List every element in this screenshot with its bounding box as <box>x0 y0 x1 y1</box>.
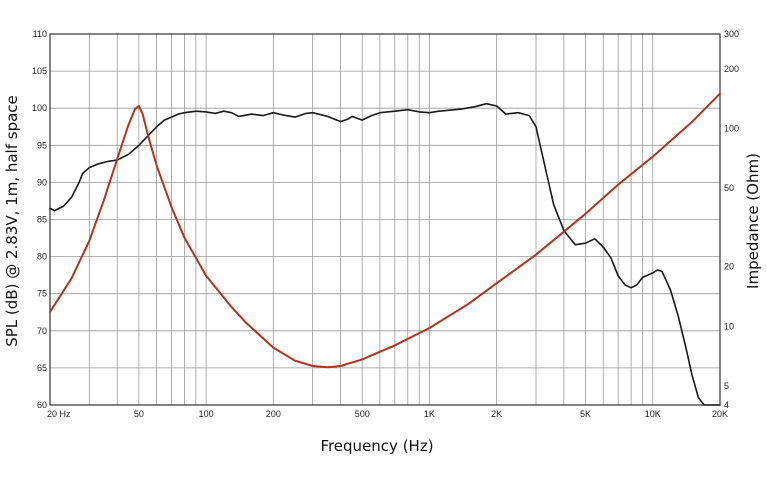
right-y-tick-label: 5 <box>724 381 729 391</box>
chart-series <box>49 92 721 406</box>
x-tick-label: 20K <box>712 409 728 419</box>
left-y-tick-label: 80 <box>37 252 47 262</box>
x-axis-title: Frequency (Hz) <box>320 437 433 455</box>
x-tick-label: 5K <box>580 409 591 419</box>
left-y-tick-label: 60 <box>37 400 47 410</box>
left-y-tick-label: 65 <box>37 363 47 373</box>
x-tick-label: 20 Hz <box>47 409 71 419</box>
x-tick-label: 200 <box>266 409 281 419</box>
plot-frame <box>49 33 721 406</box>
left-y-tick-label: 75 <box>37 289 47 299</box>
right-y-tick-label: 300 <box>724 29 739 39</box>
right-y-tick-label: 10 <box>724 321 734 331</box>
x-tick-label: 50 <box>134 409 144 419</box>
left-y-tick-labels: 60 65 70 75 80 85 90 95 100 105 110 <box>32 29 47 410</box>
spl-curve <box>49 102 721 406</box>
x-tick-label: 100 <box>199 409 214 419</box>
x-tick-label: 1K <box>424 409 435 419</box>
left-y-tick-label: 85 <box>37 215 47 225</box>
left-y-tick-label: 105 <box>32 66 47 76</box>
x-tick-label: 10K <box>645 409 661 419</box>
left-y-axis-title: SPL (dB) @ 2.83V, 1m, half space <box>3 95 21 347</box>
x-tick-label: 500 <box>355 409 370 419</box>
right-y-tick-label: 50 <box>724 183 734 193</box>
right-y-tick-label: 100 <box>724 123 739 133</box>
right-y-tick-label: 200 <box>724 64 739 74</box>
plot-border <box>49 33 721 406</box>
left-y-tick-label: 110 <box>33 29 47 39</box>
x-tick-labels: 20 Hz 50 100 200 500 1K 2K 5K 10K 20K <box>47 409 728 419</box>
left-y-tick-label: 100 <box>32 103 47 113</box>
impedance-curve <box>49 92 721 369</box>
left-y-tick-label: 70 <box>37 326 47 336</box>
right-y-axis-title: Impedance (Ohm) <box>744 153 762 289</box>
x-tick-label: 2K <box>491 409 502 419</box>
left-y-tick-label: 90 <box>37 177 47 187</box>
right-y-tick-label: 4 <box>724 400 729 410</box>
right-y-tick-labels: 4 5 10 20 50 100 200 300 <box>724 29 739 410</box>
right-y-tick-label: 20 <box>724 262 734 272</box>
left-y-tick-label: 95 <box>37 140 47 150</box>
